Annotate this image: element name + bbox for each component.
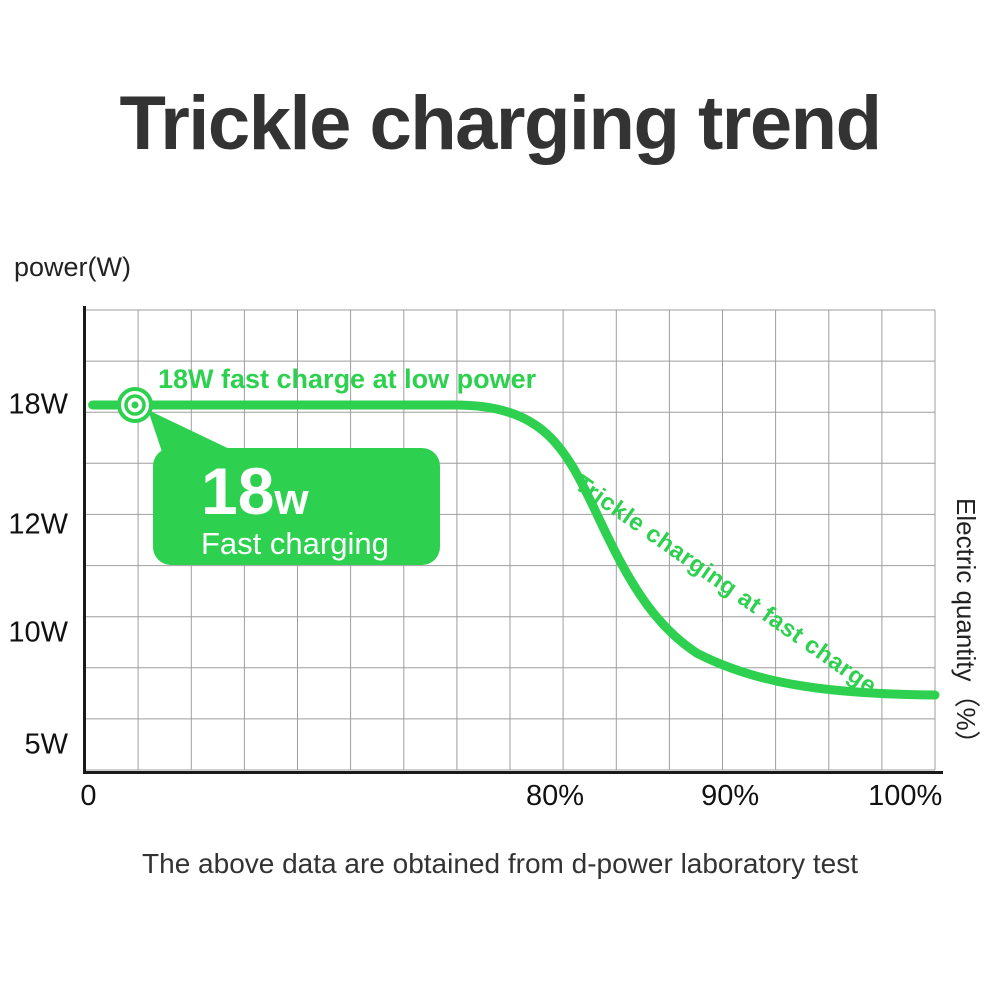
callout-value: 18 [201, 454, 275, 528]
x-tick-90%: 90% [701, 780, 760, 812]
callout-unit: w [274, 475, 309, 524]
power-curve [88, 400, 940, 700]
curve-start-marker-icon [117, 387, 153, 423]
x-axis-line [83, 771, 943, 774]
y-axis-ticks: 18W 12W 10W 5W [0, 310, 72, 770]
x-axis-title: Electric quantity（%） [951, 498, 981, 757]
y-tick-10W: 10W [8, 616, 68, 649]
x-tick-0: 0 [80, 780, 97, 812]
grid-lines [84, 309, 936, 771]
y-tick-18W: 18W [8, 388, 68, 421]
callout-value-row: 18w [201, 458, 440, 524]
y-tick-5W: 5W [24, 728, 69, 761]
callout-subtitle: Fast charging [201, 526, 389, 561]
page-title: Trickle charging trend [119, 81, 883, 166]
x-tick-100%: 100% [868, 780, 943, 812]
chart-svg [84, 309, 940, 771]
y-axis-title: power(W) [14, 252, 132, 282]
fast-charging-callout: 18w Fast charging [153, 448, 440, 565]
chart-plot-area [84, 309, 940, 771]
x-tick-80%: 80% [526, 780, 585, 812]
y-tick-12W: 12W [8, 508, 68, 541]
x-axis-ticks: 0 80% 90% 100% [80, 780, 942, 820]
y-axis-line [83, 306, 86, 774]
annotation-fast-charge-low-power: 18W fast charge at low power [158, 364, 537, 394]
footer-caption: The above data are obtained from d-power… [142, 848, 858, 879]
